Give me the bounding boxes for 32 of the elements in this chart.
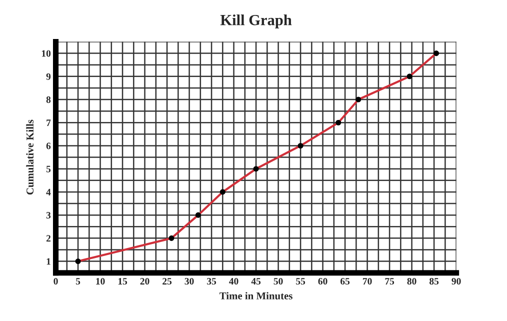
x-tick-label: 5 bbox=[76, 278, 80, 285]
x-tick-label: 50 bbox=[274, 278, 283, 285]
x-tick-label: 0 bbox=[54, 278, 58, 285]
x-tick-label: 45 bbox=[251, 278, 261, 285]
x-tick-label: 60 bbox=[318, 278, 328, 285]
x-tick-label: 65 bbox=[340, 278, 350, 285]
y-tick-label: 10 bbox=[42, 50, 51, 57]
x-tick-label: 35 bbox=[207, 278, 216, 285]
x-tick-label: 30 bbox=[184, 278, 194, 285]
chart-title: Kill Graph bbox=[220, 14, 292, 28]
x-tick-label: 20 bbox=[140, 278, 150, 285]
y-tick-label: 3 bbox=[46, 212, 51, 219]
y-tick-label: 6 bbox=[46, 142, 51, 150]
x-tick-label: 80 bbox=[407, 278, 416, 285]
y-tick-label: 9 bbox=[46, 73, 51, 80]
y-tick-label: 4 bbox=[46, 188, 51, 196]
x-axis-title: Time in Minutes bbox=[220, 292, 292, 300]
x-tick-label: 90 bbox=[452, 278, 461, 285]
x-tick-label: 25 bbox=[162, 278, 172, 285]
x-tick-label: 15 bbox=[118, 278, 128, 285]
x-tick-label: 75 bbox=[385, 278, 394, 285]
x-tick-label: 10 bbox=[96, 278, 105, 285]
y-tick-label: 5 bbox=[46, 166, 51, 172]
y-tick-label: 1 bbox=[46, 258, 50, 265]
y-axis-title: Cumulative Kills bbox=[26, 120, 34, 195]
x-tick-label: 40 bbox=[229, 278, 238, 285]
y-tick-label: 8 bbox=[46, 96, 51, 103]
x-tick-label: 55 bbox=[296, 278, 306, 285]
y-tick-label: 7 bbox=[46, 120, 51, 126]
x-tick-label: 70 bbox=[362, 278, 372, 285]
x-tick-label: 85 bbox=[430, 278, 439, 285]
y-tick-label: 2 bbox=[46, 235, 50, 242]
